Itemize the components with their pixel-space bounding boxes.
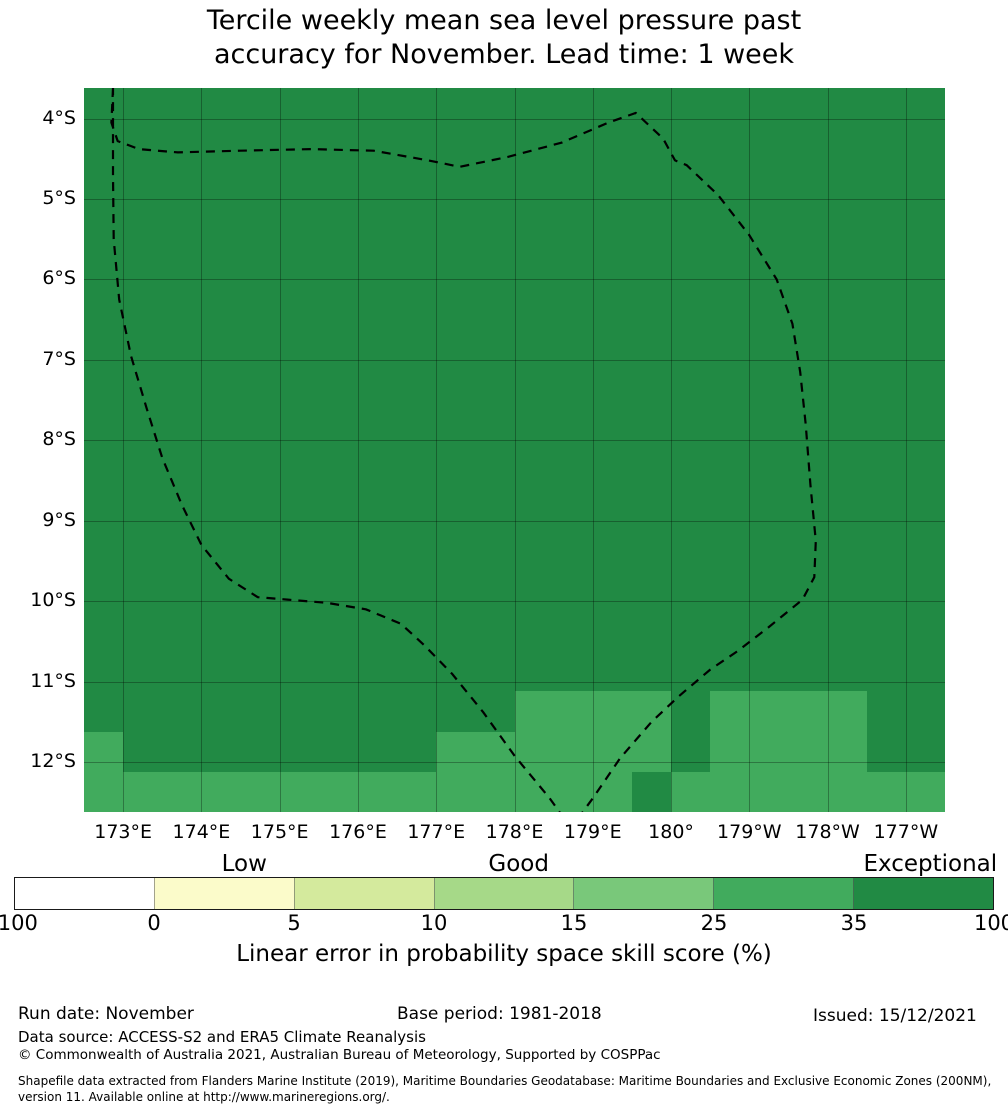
heatmap-cell [710, 731, 867, 772]
y-axis-tick-label: 8°S [42, 428, 76, 451]
x-axis-tick-label: 177°E [407, 821, 466, 843]
colorbar-segment [293, 878, 434, 909]
colorbar-segment [153, 878, 294, 909]
heatmap-cell [84, 691, 515, 732]
y-axis-tick-label: 6°S [42, 267, 76, 290]
x-axis-tick-label: 178°W [795, 821, 860, 843]
colorbar-axis-label: Linear error in probability space skill … [236, 941, 772, 967]
heatmap-cell [84, 771, 632, 812]
title-line-2: accuracy for November. Lead time: 1 week [213, 39, 795, 70]
heatmap-cell [671, 731, 711, 772]
colorbar-segment [853, 878, 994, 909]
footer-issued-date: Issued: 15/12/2021 [813, 1006, 977, 1026]
heatmap-cell [436, 731, 672, 772]
colorbar-segment [15, 878, 154, 909]
colorbar-tick-label: 15 [560, 911, 588, 935]
colorbar-tick-label: -100 [0, 911, 38, 935]
footer-shapefile-attribution: Shapefile data extracted from Flanders M… [18, 1074, 992, 1104]
colorbar-tick-label: 0 [147, 911, 161, 935]
colorbar-quality-label: Good [488, 851, 549, 877]
heatmap-cell [123, 731, 437, 772]
x-axis-tick-label: 176°E [329, 821, 387, 843]
heatmap-cell [866, 691, 945, 732]
colorbar-tick-label: 100 [973, 911, 1008, 935]
x-axis-tick-label: 179°E [563, 821, 622, 843]
y-axis-tick-label: 7°S [42, 347, 76, 370]
x-axis-tick-label: 178°E [485, 821, 544, 843]
colorbar [14, 877, 994, 910]
footer-data-source: Data source: ACCESS-S2 and ERA5 Climate … [18, 1028, 426, 1046]
y-axis-tick-label: 10°S [30, 589, 76, 612]
y-axis-tick-label: 9°S [42, 508, 76, 531]
y-axis-tick-label: 11°S [30, 669, 76, 692]
x-axis-tick-label: 177°W [873, 821, 939, 843]
colorbar-tick-label: 25 [700, 911, 728, 935]
colorbar-tick-label: 5 [287, 911, 301, 935]
colorbar-quality-label: Low [221, 851, 267, 877]
heatmap-cell [710, 691, 867, 732]
x-axis-tick-label: 180° [648, 821, 694, 843]
colorbar-tick-label: 35 [840, 911, 868, 935]
page-title: Tercile weekly mean sea level pressure p… [0, 0, 1008, 72]
title-line-1: Tercile weekly mean sea level pressure p… [206, 5, 802, 36]
y-axis-tick-label: 4°S [42, 106, 76, 129]
heatmap-cell [866, 731, 945, 772]
colorbar-segment [573, 878, 714, 909]
heatmap-cell [671, 771, 945, 812]
heatmap-cell [631, 771, 672, 812]
x-axis-tick-label: 179°W [717, 821, 782, 843]
colorbar-tick-label: 10 [420, 911, 448, 935]
footer-base-period: Base period: 1981-2018 [397, 1004, 602, 1024]
heatmap-cell [84, 731, 124, 772]
heatmap-cells [84, 88, 945, 812]
x-axis-tick-label: 175°E [250, 821, 309, 843]
x-axis-tick-label: 173°E [94, 821, 153, 843]
map-plot-area [84, 88, 945, 812]
footer-run-date: Run date: November [18, 1004, 194, 1024]
colorbar-quality-label: Exceptional [863, 851, 998, 877]
y-axis-tick-label: 5°S [42, 187, 76, 209]
colorbar-segment [713, 878, 854, 909]
x-axis-tick-label: 174°E [172, 821, 231, 843]
heatmap-cell [671, 691, 711, 732]
heatmap-cell [84, 88, 945, 692]
heatmap-cell [514, 691, 672, 732]
footer-copyright: © Commonwealth of Australia 2021, Austra… [18, 1047, 661, 1063]
colorbar-segment [433, 878, 574, 909]
y-axis-tick-label: 12°S [30, 750, 76, 773]
